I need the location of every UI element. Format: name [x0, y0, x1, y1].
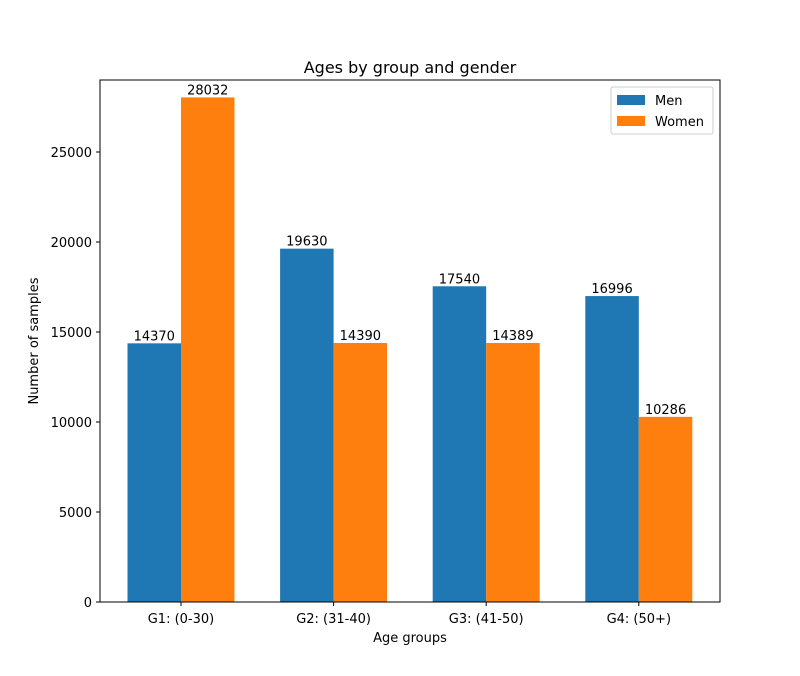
y-tick-label-20000: 20000	[51, 236, 92, 251]
y-axis-label: Number of samples	[27, 277, 42, 404]
chart-title: Ages by group and gender	[304, 58, 517, 77]
x-tick-label-3: G3: (41-50)	[449, 612, 524, 627]
bar-men-4	[585, 296, 639, 602]
y-tick-label-5000: 5000	[59, 506, 92, 521]
y-tick-label-0: 0	[84, 596, 92, 611]
y-tick-label-10000: 10000	[51, 416, 92, 431]
bar-value-label-women-3: 14389	[492, 329, 533, 344]
x-tick-label-2: G2: (31-40)	[296, 612, 371, 627]
legend-label-men: Men	[655, 94, 682, 109]
bar-value-label-women-1: 28032	[187, 83, 228, 98]
bar-men-2	[280, 248, 334, 602]
bar-value-label-men-2: 19630	[286, 235, 327, 250]
y-axis: 0 5000 10000 15000 20000 25000	[51, 146, 100, 611]
bar-value-label-men-4: 16996	[591, 282, 632, 297]
legend-swatch-women	[617, 116, 645, 126]
x-tick-label-4: G4: (50+)	[607, 612, 671, 627]
bar-value-label-men-1: 14370	[134, 329, 175, 344]
plot-frame	[99, 79, 721, 603]
x-tick-label-1: G1: (0-30)	[148, 612, 215, 627]
bar-women-3	[486, 343, 540, 602]
x-axis-label: Age groups	[373, 631, 447, 646]
legend-swatch-men	[617, 95, 645, 105]
bar-men-1	[127, 343, 181, 602]
x-axis: G1: (0-30) G2: (31-40) G3: (41-50) G4: (50+…	[148, 602, 671, 627]
bar-value-label-men-3: 17540	[439, 272, 480, 287]
bar-women-4	[638, 416, 693, 602]
bar-value-labels: 14370 28032 19630 14390 17540 14389 16996 10286	[134, 83, 687, 417]
bars-group	[127, 97, 693, 603]
bar-women-1	[181, 97, 235, 603]
y-tick-label-15000: 15000	[51, 326, 92, 341]
y-tick-label-25000: 25000	[51, 146, 92, 161]
bar-value-label-women-2: 14390	[340, 329, 381, 344]
bar-value-label-women-4: 10286	[645, 403, 686, 418]
legend-label-women: Women	[655, 115, 704, 130]
legend: Men Women	[610, 86, 714, 135]
bar-women-2	[333, 342, 388, 602]
bar-men-3	[432, 286, 487, 602]
